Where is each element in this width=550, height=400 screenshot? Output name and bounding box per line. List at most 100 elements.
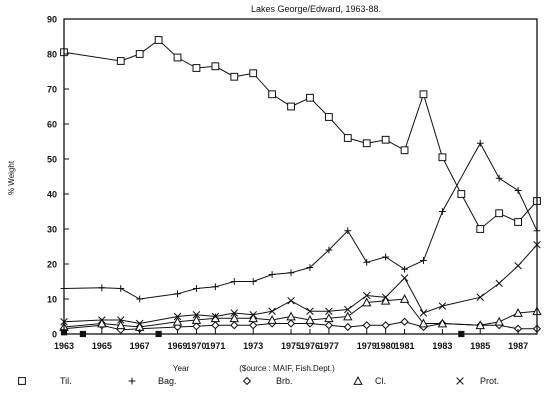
data-point-triangle xyxy=(380,295,391,305)
data-point-plus xyxy=(128,377,136,385)
data-point-x xyxy=(495,279,503,288)
y-tick-label: 50 xyxy=(47,155,57,165)
data-point-x xyxy=(173,312,182,321)
data-point-x xyxy=(514,261,522,270)
data-point-x xyxy=(98,316,106,324)
data-point-triangle xyxy=(248,313,258,323)
x-tick-label: 1977 xyxy=(319,341,339,351)
x-tick-label: 1965 xyxy=(92,341,112,351)
data-point-square xyxy=(287,102,295,111)
data-point-triangle xyxy=(343,311,353,321)
data-point-plus xyxy=(306,264,314,271)
x-tick-label: 1970 xyxy=(186,341,206,351)
data-point-plus xyxy=(325,246,333,254)
data-point-triangle xyxy=(267,315,277,324)
series-line xyxy=(63,142,538,300)
legend-label: Brb. xyxy=(276,376,293,386)
series-line xyxy=(63,39,538,230)
data-point-plus xyxy=(268,271,276,278)
data-point-x xyxy=(344,305,352,314)
data-point-square xyxy=(457,190,466,198)
data-point-square xyxy=(230,72,239,81)
x-axis-title: Year xyxy=(173,364,190,373)
x-tick-label: 1979 xyxy=(357,341,377,351)
data-point-square xyxy=(154,36,163,44)
data-point-plus xyxy=(363,258,371,266)
data-point-triangle xyxy=(437,318,448,328)
data-point-diamond xyxy=(381,321,390,330)
legend: Til. Bag. Brb. Cl. Prot. xyxy=(18,376,499,386)
series-til xyxy=(60,36,541,233)
data-point-triangle xyxy=(513,308,523,317)
data-point-triangle xyxy=(324,313,334,323)
data-point-triangle xyxy=(172,316,183,326)
x-tick-label: 1973 xyxy=(243,341,263,351)
data-point-x xyxy=(117,316,125,324)
data-point-plus xyxy=(174,290,181,298)
data-point-square xyxy=(343,134,352,142)
axes-layer xyxy=(63,18,538,335)
data-point-x xyxy=(400,274,409,282)
data-point-square xyxy=(249,69,258,78)
data-point-diamond xyxy=(242,376,252,386)
legend-label: Bag. xyxy=(158,376,177,386)
data-point-square xyxy=(173,53,182,62)
data-point-triangle xyxy=(399,294,410,303)
data-point-x xyxy=(230,309,239,317)
data-point-square xyxy=(495,209,504,218)
x-tick-label: 1963 xyxy=(54,341,74,351)
data-point-x xyxy=(249,310,257,319)
legend-label: Cl. xyxy=(375,376,386,386)
data-point-plus xyxy=(476,139,484,147)
legend-label: Til. xyxy=(60,376,72,386)
legend-item: Cl. xyxy=(353,376,386,386)
data-point-diamond xyxy=(230,321,239,330)
data-point-x xyxy=(268,307,276,316)
data-point-x xyxy=(287,296,295,305)
data-point-plus xyxy=(117,285,125,292)
data-point-plus xyxy=(230,278,238,285)
data-point-square xyxy=(116,57,125,65)
data-point-x xyxy=(211,312,220,321)
series-prot xyxy=(60,240,541,328)
y-tick-label: 70 xyxy=(47,85,57,95)
data-point-square xyxy=(419,90,428,99)
data-point-plus xyxy=(495,174,503,182)
legend-item: Bag. xyxy=(128,376,177,386)
data-point-x xyxy=(476,293,484,302)
y-tick-label: 0 xyxy=(52,330,57,340)
data-point-diamond xyxy=(324,321,333,330)
data-point-square xyxy=(192,64,201,72)
data-point-triangle xyxy=(494,316,504,326)
y-tick-label: 20 xyxy=(47,260,57,270)
series-bag xyxy=(60,139,541,303)
data-point-x xyxy=(192,310,201,319)
data-point-triangle xyxy=(97,318,107,328)
data-point-square xyxy=(400,146,409,155)
data-point-x xyxy=(456,377,464,385)
series-layer xyxy=(59,36,542,338)
data-point-square xyxy=(306,93,314,102)
data-point-x xyxy=(381,293,390,302)
data-point-plus xyxy=(249,278,257,285)
data-point-diamond xyxy=(286,319,296,328)
data-point-plus xyxy=(193,285,200,292)
x-tick-label: 1969 xyxy=(168,341,188,351)
data-point-plus xyxy=(98,284,106,292)
y-tick-label: 40 xyxy=(47,190,57,200)
y-axis-title: % Weight xyxy=(7,160,16,195)
data-point-plus xyxy=(514,187,522,194)
data-point-plus xyxy=(136,295,144,303)
data-point-triangle xyxy=(475,320,485,330)
data-point-square xyxy=(135,50,144,58)
y-axis-ticks: 0 10 20 30 40 50 60 70 80 90 xyxy=(47,15,69,340)
data-point-triangle xyxy=(305,315,315,324)
data-point-plus xyxy=(439,208,446,215)
data-point-diamond xyxy=(211,321,220,330)
x-tick-label: 1987 xyxy=(508,341,528,351)
data-point-triangle xyxy=(353,376,363,385)
data-point-x xyxy=(135,319,144,328)
data-point-square xyxy=(362,139,371,148)
data-point-triangle xyxy=(418,318,429,328)
data-point-diamond xyxy=(400,317,409,326)
